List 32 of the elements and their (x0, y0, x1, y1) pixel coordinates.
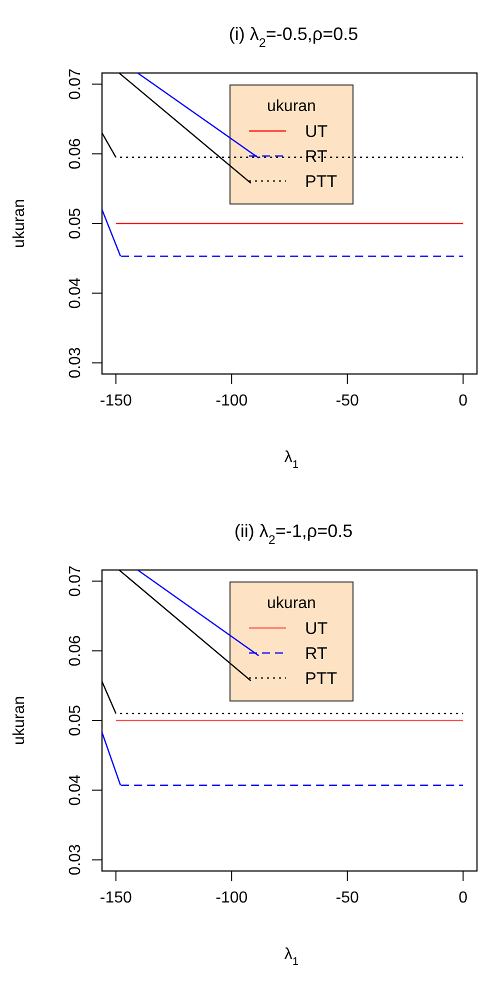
x-tick-label: -100 (216, 392, 248, 410)
chart-title: (i) λ$_{2}$=-0.5,ρ=0.5 (228, 24, 358, 50)
legend-title: ukuran (267, 595, 316, 612)
x-axis-title: λ$_{1}$ (284, 946, 299, 968)
legend-label: UT (305, 122, 328, 141)
x-tick-label: -50 (336, 889, 360, 906)
x-tick-label: -150 (100, 889, 132, 906)
y-axis-title: ukuran (11, 696, 28, 745)
legend-label: UT (305, 619, 328, 638)
x-axis-title: λ$_{1}$ (284, 449, 299, 471)
legend-label: RT (305, 644, 328, 663)
x-tick-label: -50 (336, 392, 360, 410)
y-tick-label: 0.07 (67, 565, 84, 597)
y-tick-label: 0.06 (67, 138, 84, 170)
y-tick-label: 0.07 (67, 68, 84, 100)
legend-label: PTT (305, 172, 338, 191)
y-tick-label: 0.04 (67, 278, 84, 309)
y-tick-label: 0.05 (67, 704, 84, 736)
y-tick-label: 0.06 (67, 635, 84, 666)
legend-label: PTT (305, 669, 338, 688)
x-tick-label: -150 (100, 392, 132, 410)
x-tick-label: -100 (216, 889, 248, 906)
y-tick-label: 0.05 (67, 208, 84, 240)
chart-title: (ii) λ$_{2}$=-1,ρ=0.5 (234, 521, 353, 547)
x-tick-label: 0 (458, 392, 468, 410)
y-tick-label: 0.04 (67, 774, 84, 806)
y-axis-title: ukuran (11, 199, 28, 248)
x-tick-label: 0 (458, 889, 468, 906)
y-tick-label: 0.03 (67, 844, 84, 876)
legend-label: RT (305, 147, 328, 166)
legend-title: ukuran (267, 98, 316, 115)
y-tick-label: 0.03 (67, 347, 84, 378)
